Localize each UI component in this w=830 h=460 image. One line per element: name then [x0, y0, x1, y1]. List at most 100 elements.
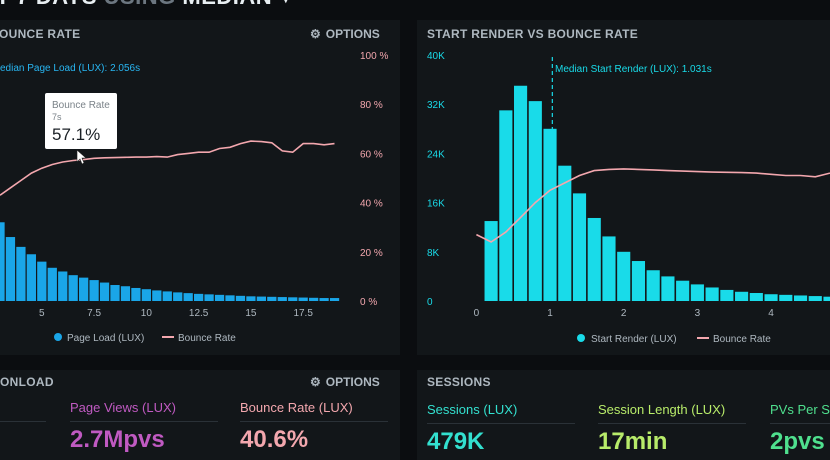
page-load-bar[interactable]: [68, 275, 78, 301]
start-render-bar[interactable]: [484, 221, 498, 301]
page-load-bar[interactable]: [110, 285, 120, 301]
start-render-bar[interactable]: [631, 261, 646, 301]
start-render-bar[interactable]: [779, 294, 793, 301]
page-load-bar[interactable]: [309, 297, 319, 301]
start-render-bar[interactable]: [749, 293, 763, 301]
page-load-bar[interactable]: [141, 289, 151, 301]
page-load-bar[interactable]: [214, 294, 225, 301]
page-load-bar[interactable]: [79, 277, 89, 301]
page-load-bar[interactable]: [319, 298, 329, 301]
bounce-rate-chart: edian Page Load (LUX): 2.056s 100 %80 %6…: [0, 51, 388, 344]
right-axis-tick: 100 %: [360, 51, 388, 62]
page-load-bar[interactable]: [152, 290, 162, 301]
x-axis-tick: 10: [141, 308, 153, 319]
start-render-bar[interactable]: [735, 291, 749, 301]
page-load-bar[interactable]: [267, 296, 277, 301]
bounce-rate-line: [476, 168, 830, 243]
start-render-bar[interactable]: [572, 193, 587, 301]
right-axis-tick: 60 %: [360, 149, 383, 160]
start-render-bar[interactable]: [764, 294, 778, 301]
page-load-bar[interactable]: [246, 296, 256, 301]
page-load-bar[interactable]: [37, 261, 47, 301]
page-load-bar[interactable]: [298, 297, 308, 301]
page-load-bar[interactable]: [162, 291, 172, 301]
metric-label-sessions: Sessions (LUX): [427, 402, 518, 417]
start-render-bars: [484, 85, 830, 301]
legend-swatch-start-render: [577, 334, 585, 342]
page-load-bar[interactable]: [277, 297, 287, 301]
page-load-bar[interactable]: [194, 293, 204, 301]
legend-swatch-page-load: [54, 333, 62, 341]
page-load-bar[interactable]: [329, 298, 340, 301]
x-axis-tick: 7.5: [87, 308, 101, 319]
options-button[interactable]: ⚙ OPTIONS: [310, 27, 380, 41]
start-render-bar[interactable]: [823, 296, 830, 301]
page-load-bar[interactable]: [204, 294, 214, 301]
page-load-bar[interactable]: [183, 293, 193, 301]
metric-divider: [0, 421, 46, 422]
page-load-bar[interactable]: [5, 237, 16, 301]
start-render-bar[interactable]: [543, 128, 557, 301]
start-render-bar[interactable]: [602, 236, 616, 301]
metric-label-session-length: Session Length (LUX): [598, 402, 726, 417]
start-render-bar[interactable]: [499, 110, 513, 301]
page-load-bar[interactable]: [235, 295, 246, 301]
options-button[interactable]: ⚙ OPTIONS: [310, 375, 380, 389]
legend-label-start-render[interactable]: Start Render (LUX): [591, 334, 677, 345]
page-load-bar[interactable]: [173, 292, 183, 301]
start-render-bar[interactable]: [587, 217, 601, 301]
metric-divider: [70, 421, 218, 422]
start-render-bar[interactable]: [646, 270, 660, 301]
title-dim: USING: [104, 0, 183, 9]
page-load-bar[interactable]: [47, 267, 57, 301]
left-axis-tick: 16K: [427, 199, 445, 210]
start-render-bar[interactable]: [514, 85, 528, 301]
page-load-bar[interactable]: [225, 295, 235, 301]
page-load-bar[interactable]: [131, 287, 141, 301]
panel-header: BOUNCE RATE ⚙ OPTIONS: [0, 20, 400, 46]
page-load-bar[interactable]: [288, 297, 298, 301]
legend-label-bounce[interactable]: Bounce Rate: [178, 333, 236, 344]
x-axis-tick: 12.5: [189, 308, 209, 319]
left-axis-tick: 24K: [427, 149, 445, 160]
page-load-bar[interactable]: [120, 286, 131, 301]
cursor-icon: [76, 149, 87, 165]
page-load-bar[interactable]: [256, 296, 266, 301]
page-load-bar[interactable]: [16, 246, 26, 301]
panel-title: ONLOAD: [0, 375, 54, 389]
chevron-down-icon[interactable]: ▼: [279, 0, 293, 6]
page-load-bar[interactable]: [89, 280, 99, 301]
legend-label-page-load[interactable]: Page Load (LUX): [67, 333, 144, 344]
metric-divider: [240, 421, 388, 422]
dashboard-title[interactable]: T 7 DAYS USING MEDIAN ▼: [0, 0, 293, 10]
left-axis-tick: 40K: [427, 51, 445, 62]
x-axis-ticks: 0 1 2 3 4: [474, 308, 775, 319]
start-render-bar[interactable]: [720, 289, 734, 301]
bounce-rate-line: [0, 140, 335, 196]
panel-title: START RENDER VS BOUNCE RATE: [427, 27, 638, 41]
metric-divider: [598, 423, 746, 424]
start-render-bar[interactable]: [808, 296, 822, 301]
legend-label-bounce[interactable]: Bounce Rate: [713, 334, 771, 345]
start-render-bar[interactable]: [676, 280, 690, 301]
dashboard-header: T 7 DAYS USING MEDIAN ▼: [0, 0, 830, 10]
start-render-bar[interactable]: [705, 287, 719, 301]
page-load-bar[interactable]: [58, 271, 68, 301]
start-render-bar[interactable]: [528, 101, 542, 301]
start-render-bar[interactable]: [690, 284, 704, 301]
x-axis-tick: 2: [621, 308, 627, 319]
left-axis-tick: 32K: [427, 100, 445, 111]
right-axis-ticks: 100 % 80 % 60 % 40 % 20 % 0 %: [360, 51, 388, 308]
page-load-bar[interactable]: [99, 282, 110, 301]
tooltip-value: 57.1%: [52, 125, 100, 144]
page-load-bar[interactable]: [0, 222, 5, 301]
gear-icon: ⚙: [310, 27, 321, 41]
start-render-bar[interactable]: [793, 295, 808, 301]
start-render-bar[interactable]: [661, 276, 675, 301]
start-render-bar[interactable]: [617, 251, 631, 301]
page-load-bar[interactable]: [26, 254, 36, 301]
gear-icon: ⚙: [310, 375, 321, 389]
metric-value-sessions: 479K: [427, 428, 485, 455]
metric-value-pvs-per-session: 2pvs: [770, 428, 825, 455]
start-render-bar[interactable]: [558, 165, 572, 301]
